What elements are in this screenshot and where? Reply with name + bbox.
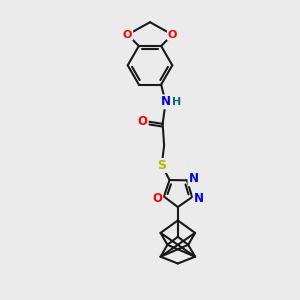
Text: N: N — [160, 95, 171, 108]
Text: S: S — [157, 159, 166, 172]
Text: N: N — [189, 172, 199, 185]
Text: O: O — [138, 115, 148, 128]
Text: O: O — [123, 30, 132, 40]
Text: O: O — [168, 30, 177, 40]
Text: O: O — [152, 191, 162, 205]
Text: H: H — [172, 97, 182, 107]
Text: N: N — [194, 192, 204, 205]
